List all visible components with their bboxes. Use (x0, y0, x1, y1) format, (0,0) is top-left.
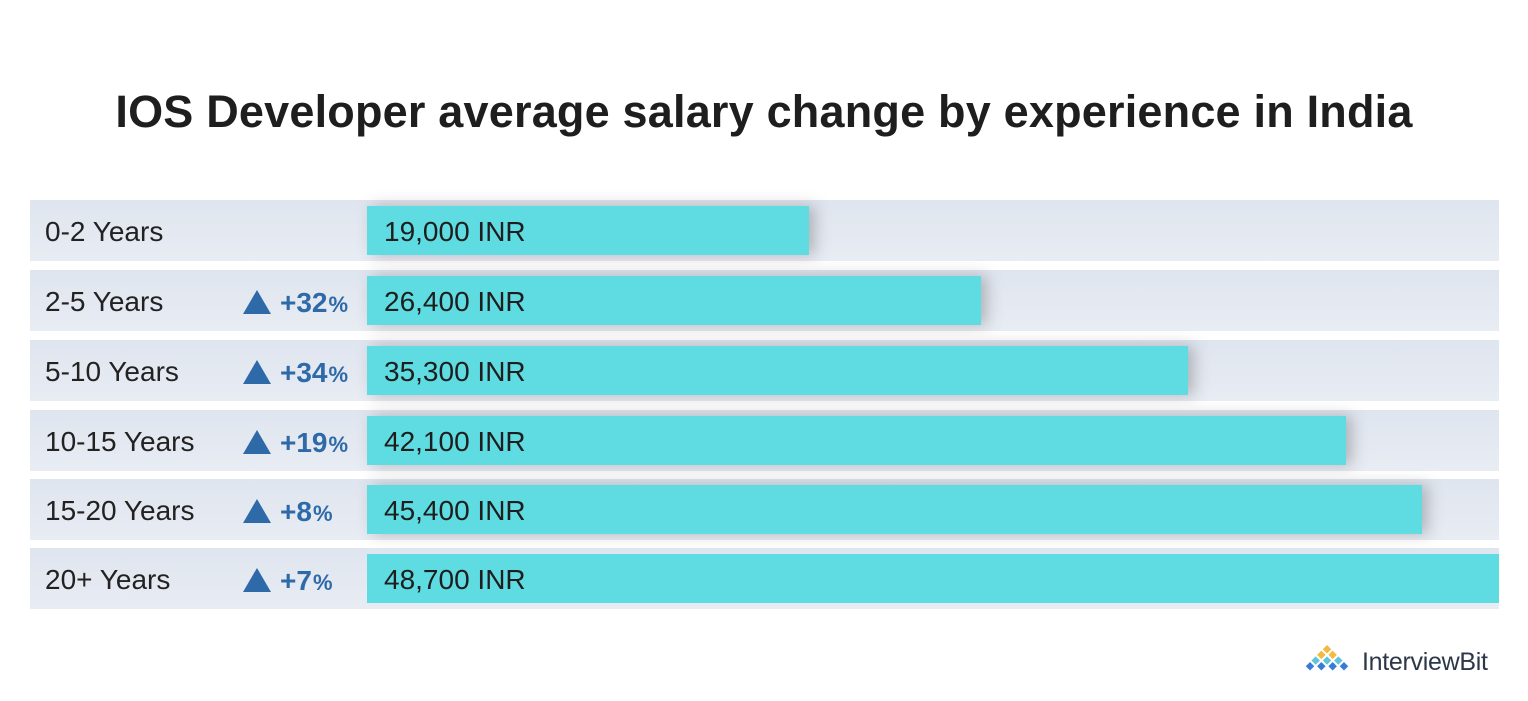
bar-value-label: 19,000 INR (384, 216, 526, 247)
bar-row: 2-5 Years +32% 26,400 INR (30, 270, 1499, 331)
up-triangle-icon (243, 567, 271, 592)
change-indicator: +7% (243, 548, 333, 609)
category-label: 20+ Years (45, 564, 171, 595)
up-triangle-icon (243, 429, 271, 454)
change-indicator: +19% (243, 410, 348, 471)
chart-title: IOS Developer average salary change by e… (115, 86, 1413, 137)
bar-value-label: 42,100 INR (384, 426, 526, 457)
change-indicator: +34% (243, 340, 348, 401)
bar-value-label: 48,700 INR (384, 564, 526, 595)
change-unit: % (328, 292, 349, 317)
bar-row: 5-10 Years +34% 35,300 INR (30, 340, 1499, 401)
change-unit: % (328, 362, 349, 387)
category-label: 0-2 Years (45, 216, 164, 247)
change-value: +19 (280, 426, 328, 458)
up-triangle-icon (243, 359, 271, 384)
bar-value-label: 45,400 INR (384, 495, 526, 526)
bar-row: 15-20 Years +8% 45,400 INR (30, 479, 1499, 540)
change-value: +34 (280, 356, 328, 388)
up-triangle-icon (243, 498, 271, 523)
category-label: 2-5 Years (45, 286, 164, 317)
salary-bar: 35,300 INR (367, 346, 1188, 395)
logo-diamond-icon (1305, 645, 1349, 671)
salary-bar: 48,700 INR (367, 554, 1499, 603)
up-triangle-icon (243, 289, 271, 314)
bar-value-label: 35,300 INR (384, 356, 526, 387)
logo-text: InterviewBit (1362, 647, 1488, 676)
category-label: 5-10 Years (45, 356, 179, 387)
salary-bar: 45,400 INR (367, 485, 1422, 534)
change-indicator: +8% (243, 479, 333, 540)
change-value: +7 (280, 564, 312, 596)
interviewbit-logo: InterviewBit (1298, 642, 1488, 682)
bar-row: 10-15 Years +19% 42,100 INR (30, 410, 1499, 471)
salary-bar: 26,400 INR (367, 276, 981, 325)
change-value: +32 (280, 286, 328, 318)
change-unit: % (328, 432, 349, 457)
salary-bar: 19,000 INR (367, 206, 809, 255)
bar-row: 20+ Years +7% 48,700 INR (30, 548, 1499, 609)
bar-value-label: 26,400 INR (384, 286, 526, 317)
change-value: +8 (280, 495, 312, 527)
category-label: 15-20 Years (45, 495, 195, 526)
category-label: 10-15 Years (45, 426, 195, 457)
change-indicator: +32% (243, 270, 348, 331)
change-unit: % (312, 501, 333, 526)
salary-bar: 42,100 INR (367, 416, 1346, 465)
change-unit: % (312, 570, 333, 595)
bar-row: 0-2 Years 19,000 INR (30, 200, 1499, 261)
